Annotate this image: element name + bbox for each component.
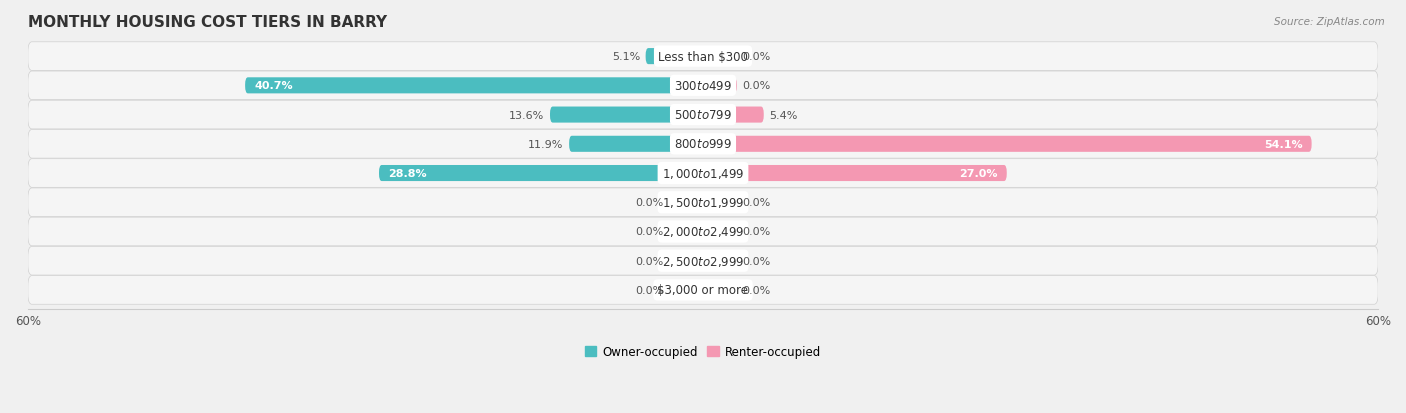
- FancyBboxPatch shape: [28, 43, 1378, 71]
- Text: $1,000 to $1,499: $1,000 to $1,499: [662, 166, 744, 180]
- FancyBboxPatch shape: [28, 130, 1378, 159]
- Text: $2,500 to $2,999: $2,500 to $2,999: [662, 254, 744, 268]
- FancyBboxPatch shape: [703, 282, 737, 298]
- Text: 0.0%: 0.0%: [742, 285, 770, 295]
- Text: $500 to $799: $500 to $799: [673, 109, 733, 122]
- Text: $3,000 or more: $3,000 or more: [658, 284, 748, 297]
- Text: 5.1%: 5.1%: [612, 52, 640, 62]
- Text: 13.6%: 13.6%: [509, 110, 544, 120]
- FancyBboxPatch shape: [703, 195, 737, 211]
- Legend: Owner-occupied, Renter-occupied: Owner-occupied, Renter-occupied: [579, 341, 827, 363]
- Text: MONTHLY HOUSING COST TIERS IN BARRY: MONTHLY HOUSING COST TIERS IN BARRY: [28, 15, 387, 30]
- Text: 0.0%: 0.0%: [742, 198, 770, 208]
- FancyBboxPatch shape: [28, 101, 1378, 130]
- Text: 27.0%: 27.0%: [959, 169, 998, 178]
- FancyBboxPatch shape: [28, 159, 1378, 188]
- FancyBboxPatch shape: [703, 253, 737, 269]
- FancyBboxPatch shape: [245, 78, 703, 94]
- Text: 0.0%: 0.0%: [636, 256, 664, 266]
- FancyBboxPatch shape: [703, 224, 737, 240]
- Text: $800 to $999: $800 to $999: [673, 138, 733, 151]
- Text: Source: ZipAtlas.com: Source: ZipAtlas.com: [1274, 17, 1385, 26]
- FancyBboxPatch shape: [703, 136, 1312, 152]
- FancyBboxPatch shape: [669, 253, 703, 269]
- FancyBboxPatch shape: [28, 218, 1378, 246]
- FancyBboxPatch shape: [703, 166, 1007, 182]
- FancyBboxPatch shape: [669, 282, 703, 298]
- Text: $1,500 to $1,999: $1,500 to $1,999: [662, 196, 744, 210]
- Text: 0.0%: 0.0%: [742, 52, 770, 62]
- FancyBboxPatch shape: [703, 49, 737, 65]
- FancyBboxPatch shape: [669, 195, 703, 211]
- FancyBboxPatch shape: [380, 166, 703, 182]
- Text: 0.0%: 0.0%: [636, 227, 664, 237]
- FancyBboxPatch shape: [28, 276, 1378, 304]
- FancyBboxPatch shape: [550, 107, 703, 123]
- FancyBboxPatch shape: [28, 247, 1378, 275]
- Text: 5.4%: 5.4%: [769, 110, 797, 120]
- Text: $300 to $499: $300 to $499: [673, 80, 733, 93]
- FancyBboxPatch shape: [28, 188, 1378, 217]
- Text: 28.8%: 28.8%: [388, 169, 426, 178]
- Text: 0.0%: 0.0%: [742, 256, 770, 266]
- FancyBboxPatch shape: [703, 107, 763, 123]
- Text: 0.0%: 0.0%: [742, 81, 770, 91]
- Text: 54.1%: 54.1%: [1264, 140, 1302, 150]
- Text: 0.0%: 0.0%: [636, 198, 664, 208]
- Text: $2,000 to $2,499: $2,000 to $2,499: [662, 225, 744, 239]
- FancyBboxPatch shape: [569, 136, 703, 152]
- Text: Less than $300: Less than $300: [658, 50, 748, 64]
- FancyBboxPatch shape: [28, 72, 1378, 100]
- FancyBboxPatch shape: [703, 78, 737, 94]
- Text: 40.7%: 40.7%: [254, 81, 292, 91]
- Text: 0.0%: 0.0%: [742, 227, 770, 237]
- Text: 11.9%: 11.9%: [529, 140, 564, 150]
- FancyBboxPatch shape: [669, 224, 703, 240]
- Text: 0.0%: 0.0%: [636, 285, 664, 295]
- FancyBboxPatch shape: [645, 49, 703, 65]
